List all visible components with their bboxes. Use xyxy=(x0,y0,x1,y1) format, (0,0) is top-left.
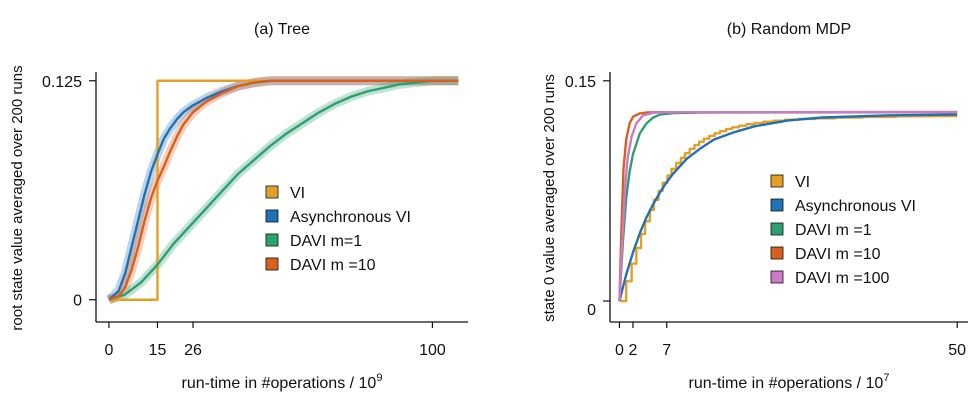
x-axis-label: run-time in #operations / 107 xyxy=(689,372,890,392)
legend-label-davi-m-10: DAVI m =10 xyxy=(795,246,881,263)
legend-label-asynchronous-vi: Asynchronous VI xyxy=(795,198,916,215)
legend-swatch-davi-m-1 xyxy=(770,222,784,236)
x-axis-label-exponent: 9 xyxy=(376,372,382,384)
legend-label-davi-m-1: DAVI m =1 xyxy=(795,222,872,239)
panel-tree: (a) Tree root state value averaged over 2… xyxy=(9,21,468,392)
x-tick-label: 2 xyxy=(629,342,638,359)
legend-swatch-davi-m-10 xyxy=(265,257,279,271)
y-tick-label: 0 xyxy=(587,302,596,319)
legend-swatch-asynchronous-vi xyxy=(770,198,784,212)
chart-title: (a) Tree xyxy=(254,21,310,38)
x-tick-label: 0 xyxy=(615,342,624,359)
series-line-asynchronous-vi xyxy=(618,113,958,302)
series-line-davi-m-100 xyxy=(618,110,958,302)
legend-swatch-vi xyxy=(265,185,279,199)
legend-label-asynchronous-vi: Asynchronous VI xyxy=(290,209,411,226)
x-axis-label: run-time in #operations / 109 xyxy=(182,372,383,392)
legend-swatch-davi-m-1 xyxy=(265,233,279,247)
legend-swatch-vi xyxy=(770,174,784,188)
x-tick-label: 26 xyxy=(184,342,202,359)
legend-swatch-davi-m-10 xyxy=(770,246,784,260)
legend-label-vi: VI xyxy=(795,174,810,191)
x-axis-label-main: run-time in #operations / 10 xyxy=(182,375,377,392)
x-tick-label: 0 xyxy=(104,342,113,359)
series-band-davi-m-1 xyxy=(107,76,459,305)
x-axis-label-main: run-time in #operations / 10 xyxy=(689,375,884,392)
legend-swatch-davi-m-100 xyxy=(770,270,784,284)
legend-label-davi-m-10: DAVI m =10 xyxy=(290,257,376,274)
y-tick-label: 0.125 xyxy=(42,74,82,91)
x-tick-label: 15 xyxy=(149,342,167,359)
chart-title: (b) Random MDP xyxy=(727,21,851,38)
panel-random-mdp: (b) Random MDP state 0 value averaged ove… xyxy=(541,21,968,392)
x-tick-label: 50 xyxy=(948,342,966,359)
y-axis-label: state 0 value averaged over 200 runs xyxy=(541,74,558,322)
series-line-davi-m-10 xyxy=(108,79,459,301)
series-line-davi-m-1 xyxy=(108,79,459,301)
legend-label-davi-m-100: DAVI m =100 xyxy=(795,270,890,287)
x-tick-label: 7 xyxy=(662,342,671,359)
legend-label-vi: VI xyxy=(290,185,305,202)
legend-swatch-asynchronous-vi xyxy=(265,209,279,223)
y-axis-label: root state value averaged over 200 runs xyxy=(9,65,26,330)
x-tick-label: 100 xyxy=(419,342,446,359)
legend-label-davi-m-1: DAVI m=1 xyxy=(290,233,362,250)
y-tick-label: 0.15 xyxy=(565,74,596,91)
y-tick-label: 0 xyxy=(73,293,82,310)
x-axis-label-exponent: 7 xyxy=(883,372,889,384)
